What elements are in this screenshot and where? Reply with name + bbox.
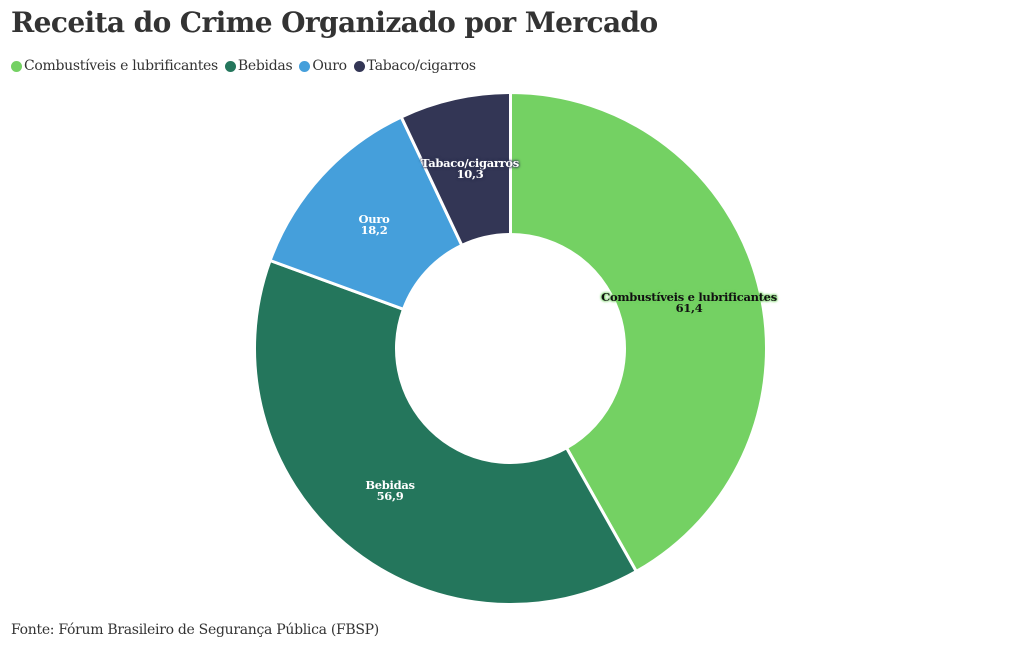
chart-title: Receita do Crime Organizado por Mercado [11,6,658,39]
legend-item-bebidas[interactable]: Bebidas [224,58,293,74]
slice-label-name: Bebidas [365,478,415,492]
slice-tabaco[interactable] [399,91,512,247]
legend-dot-icon [299,60,311,72]
slice-bebidas[interactable] [253,258,638,606]
slice-label-name: Combustíveis e lubrificantes [601,290,777,304]
legend-label: Ouro [312,58,347,74]
slice-combustiveis[interactable] [509,91,768,573]
slice-label-bebidas: Bebidas 56,9 [365,478,415,503]
legend-dot-icon [11,60,22,72]
legend-dot-icon [224,60,236,72]
legend-label: Bebidas [237,58,293,74]
legend-label: Tabaco/cigarros [366,58,476,74]
legend-item-tabaco[interactable]: Tabaco/cigarros [353,58,476,74]
slice-label-value: 61,4 [675,301,703,315]
legend-dot-icon [353,60,365,72]
slice-label-tabaco: Tabaco/cigarros 10,3 [421,156,519,181]
slice-label-name: Tabaco/cigarros [421,156,519,170]
slice-label-combustiveis: Combustíveis e lubrificantes 61,4 [601,290,777,315]
slice-label-ouro: Ouro 18,2 [358,212,390,237]
legend: Combustíveis e lubrificantes Bebidas Our… [11,58,483,74]
legend-label: Combustíveis e lubrificantes [24,58,218,74]
legend-item-ouro[interactable]: Ouro [299,58,347,74]
legend-item-combustiveis[interactable]: Combustíveis e lubrificantes [11,58,218,74]
donut-slices [253,91,768,606]
slice-label-value: 10,3 [456,167,484,181]
slice-ouro[interactable] [268,115,464,311]
slice-label-name: Ouro [358,212,390,226]
slice-label-value: 56,9 [376,489,404,503]
source-note: Fonte: Fórum Brasileiro de Segurança Púb… [11,622,379,638]
slice-label-value: 18,2 [360,223,388,237]
